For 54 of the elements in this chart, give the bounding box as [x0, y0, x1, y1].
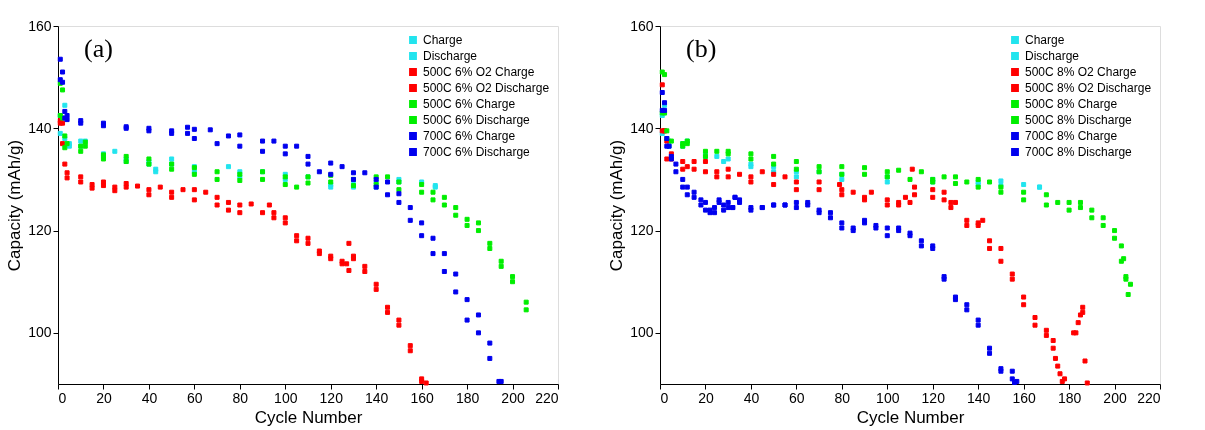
y-axis-title: Capacity (mAh/g) — [5, 139, 25, 272]
x-tick-label: 20 — [96, 389, 112, 406]
legend-label: Charge — [423, 33, 463, 47]
x-tick-label: 220 — [1137, 389, 1161, 406]
x-tick-label: 40 — [141, 389, 158, 406]
y-tick-label: 100 — [28, 324, 52, 341]
legend-label: 700C 8% Discharge — [1025, 145, 1133, 159]
legend-label: Charge — [1025, 33, 1065, 47]
x-axis-title: Cycle Number — [856, 407, 965, 427]
legend-label: 500C 6% O2 Discharge — [423, 81, 550, 95]
y-tick-label: 100 — [630, 324, 654, 341]
x-tick-label: 160 — [1012, 389, 1037, 406]
y-tick-label: 160 — [28, 17, 52, 34]
legend-label: 500C 8% Charge — [1025, 97, 1118, 111]
legend-label: Discharge — [423, 49, 478, 63]
legend-label: 500C 6% Discharge — [423, 113, 531, 127]
x-tick-label: 160 — [410, 389, 435, 406]
legend-label: 500C 6% O2 Charge — [423, 65, 535, 79]
legend-label: Discharge — [1025, 49, 1080, 63]
x-tick-label: 0 — [58, 389, 67, 406]
x-axis-title: Cycle Number — [254, 407, 363, 427]
x-tick-label: 20 — [698, 389, 714, 406]
legend-label: 500C 6% Charge — [423, 97, 516, 111]
y-tick-label: 120 — [630, 222, 654, 239]
x-tick-label: 120 — [319, 389, 344, 406]
legend-label: 700C 8% Charge — [1025, 129, 1118, 143]
y-tick-label: 140 — [28, 119, 52, 136]
x-tick-label: 200 — [1103, 389, 1127, 406]
y-tick-label: 140 — [630, 119, 654, 136]
chart-title: (b) — [686, 34, 717, 63]
legend-label: 700C 6% Discharge — [423, 145, 531, 159]
x-tick-label: 80 — [232, 389, 249, 406]
x-tick-label: 80 — [834, 389, 851, 406]
x-tick-label: 180 — [1057, 389, 1082, 406]
y-tick-label: 120 — [28, 222, 52, 239]
x-tick-label: 100 — [274, 389, 298, 406]
y-tick-label: 160 — [630, 17, 654, 34]
x-tick-label: 140 — [365, 389, 389, 406]
x-tick-label: 200 — [501, 389, 525, 406]
chart-title: (a) — [84, 34, 113, 63]
x-tick-label: 220 — [535, 389, 559, 406]
x-tick-label: 120 — [921, 389, 946, 406]
x-tick-label: 60 — [187, 389, 203, 406]
legend-label: 500C 8% Discharge — [1025, 113, 1133, 127]
x-tick-label: 140 — [967, 389, 991, 406]
legend-label: 700C 6% Charge — [423, 129, 516, 143]
legend-label: 500C 8% O2 Discharge — [1025, 81, 1152, 95]
x-tick-label: 0 — [660, 389, 669, 406]
legend-label: 500C 8% O2 Charge — [1025, 65, 1137, 79]
x-tick-label: 180 — [455, 389, 480, 406]
x-tick-label: 60 — [789, 389, 805, 406]
x-tick-label: 40 — [743, 389, 760, 406]
y-axis-title: Capacity (mAh/g) — [607, 139, 627, 272]
x-tick-label: 100 — [876, 389, 900, 406]
